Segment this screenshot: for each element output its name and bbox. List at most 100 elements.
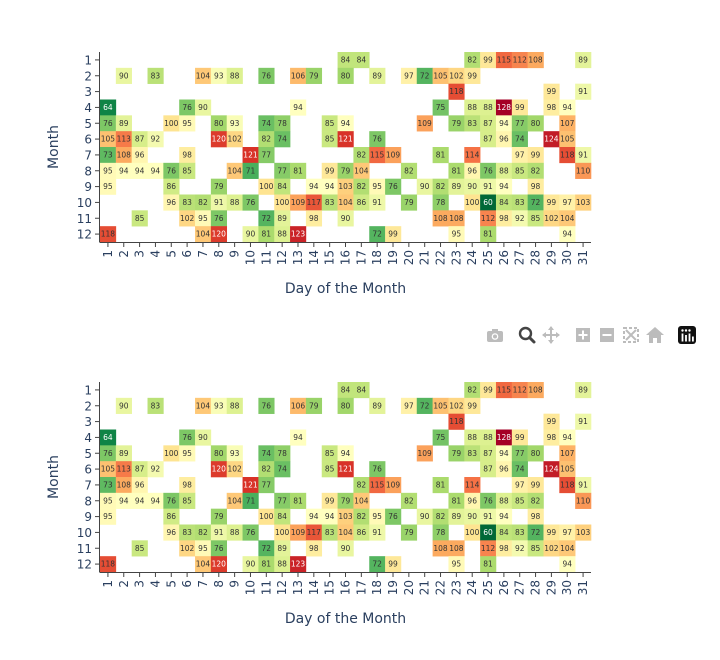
heatmap-cell[interactable] (258, 178, 275, 195)
heatmap-cell[interactable] (337, 67, 354, 84)
heatmap-cell[interactable] (337, 397, 354, 414)
heatmap-cell[interactable] (321, 162, 338, 179)
heatmap-cell[interactable] (115, 131, 132, 148)
heatmap-cell[interactable] (290, 162, 307, 179)
heatmap-cell[interactable] (210, 445, 228, 462)
heatmap-cell[interactable] (543, 83, 560, 100)
heatmap-cell[interactable] (432, 147, 449, 164)
heatmap-cell[interactable] (305, 397, 323, 414)
heatmap-cell[interactable] (511, 194, 528, 211)
heatmap-cell[interactable] (464, 99, 481, 116)
heatmap-cell[interactable] (305, 540, 323, 557)
heatmap-cell[interactable] (226, 194, 243, 211)
heatmap-cell[interactable] (274, 226, 291, 243)
heatmap-cell[interactable] (100, 115, 117, 132)
heatmap-cell[interactable] (495, 194, 513, 211)
heatmap-cell[interactable] (480, 556, 497, 573)
heatmap-cell[interactable] (258, 461, 275, 478)
heatmap-cell[interactable] (242, 162, 259, 179)
heatmap-cell[interactable] (226, 115, 243, 132)
heatmap-cell[interactable] (353, 194, 370, 211)
heatmap-cell[interactable] (511, 477, 528, 494)
heatmap-cell[interactable] (432, 508, 449, 525)
heatmap-cell[interactable] (321, 492, 338, 509)
heatmap-cell[interactable] (369, 397, 386, 414)
heatmap-cell[interactable] (305, 194, 323, 211)
heatmap-cell[interactable] (495, 210, 513, 227)
heatmap-cell[interactable] (226, 492, 243, 509)
heatmap-cell[interactable] (115, 397, 132, 414)
heatmap-cell[interactable] (115, 492, 132, 509)
heatmap-cell[interactable] (337, 162, 354, 179)
heatmap-cell[interactable] (115, 461, 132, 478)
heatmap-cell[interactable] (369, 524, 386, 541)
heatmap-cell[interactable] (385, 477, 402, 494)
heatmap-cell[interactable] (369, 477, 386, 494)
heatmap-cell[interactable] (416, 67, 433, 84)
heatmap-cell[interactable] (179, 99, 196, 116)
heatmap-cell[interactable] (353, 524, 370, 541)
heatmap-cell[interactable] (480, 492, 497, 509)
heatmap-cell[interactable] (527, 540, 544, 557)
heatmap-cell[interactable] (274, 115, 291, 132)
heatmap-cell[interactable] (195, 226, 212, 243)
heatmap-cell[interactable] (258, 508, 275, 525)
heatmap-cell[interactable] (432, 67, 449, 84)
heatmap-cell[interactable] (100, 147, 117, 164)
heatmap-cell[interactable] (480, 461, 497, 478)
heatmap-cell[interactable] (258, 477, 275, 494)
zoom-in-icon[interactable] (572, 324, 594, 346)
camera-icon[interactable] (484, 324, 506, 346)
heatmap-cell[interactable] (432, 540, 449, 557)
heatmap-cell[interactable] (226, 445, 243, 462)
heatmap-cell[interactable] (464, 492, 481, 509)
heatmap-cell[interactable] (527, 445, 544, 462)
heatmap-cell[interactable] (147, 397, 164, 414)
heatmap-cell[interactable] (495, 115, 513, 132)
heatmap-cell[interactable] (195, 210, 212, 227)
heatmap-cell[interactable] (290, 99, 307, 116)
heatmap-cell[interactable] (495, 492, 513, 509)
heatmap-cell[interactable] (163, 508, 180, 525)
heatmap-cell[interactable] (147, 67, 164, 84)
heatmap-cell[interactable] (416, 178, 433, 195)
heatmap-cell[interactable] (527, 492, 544, 509)
heatmap-cell[interactable] (495, 461, 513, 478)
heatmap-cell[interactable] (242, 492, 259, 509)
heatmap-cell[interactable] (511, 99, 528, 116)
heatmap-cell[interactable] (400, 67, 418, 84)
heatmap-cell[interactable] (100, 477, 117, 494)
heatmap-cell[interactable] (337, 178, 354, 195)
heatmap-cell[interactable] (416, 445, 433, 462)
heatmap-cell[interactable] (258, 210, 275, 227)
heatmap-cell[interactable] (274, 540, 291, 557)
heatmap-cell[interactable] (179, 162, 196, 179)
heatmap-cell[interactable] (464, 524, 481, 541)
heatmap-cell[interactable] (559, 524, 576, 541)
heatmap-cell[interactable] (258, 556, 275, 573)
heatmap-cell[interactable] (131, 210, 148, 227)
heatmap-cell[interactable] (305, 210, 323, 227)
heatmap-cell[interactable] (179, 492, 196, 509)
heatmap-cell[interactable] (195, 540, 212, 557)
heatmap-cell[interactable] (179, 445, 196, 462)
heatmap-cell[interactable] (448, 556, 465, 573)
heatmap-cell[interactable] (115, 477, 132, 494)
heatmap-cell[interactable] (527, 162, 544, 179)
heatmap-cell[interactable] (195, 397, 212, 414)
heatmap-cell[interactable] (559, 115, 576, 132)
heatmap-cell[interactable] (575, 492, 592, 509)
heatmap-cell[interactable] (210, 210, 228, 227)
heatmap-cell[interactable] (147, 131, 164, 148)
heatmap-cell[interactable] (210, 524, 228, 541)
heatmap-cell[interactable] (353, 477, 370, 494)
heatmap-cell[interactable] (575, 83, 592, 100)
heatmap-cell[interactable] (527, 147, 544, 164)
heatmap-cell[interactable] (527, 508, 544, 525)
heatmap-cell[interactable] (369, 194, 386, 211)
heatmap-cell[interactable] (258, 115, 275, 132)
heatmap-cell[interactable] (147, 492, 164, 509)
heatmap-cell[interactable] (480, 162, 497, 179)
heatmap-cell[interactable] (511, 445, 528, 462)
heatmap-cell[interactable] (115, 162, 132, 179)
